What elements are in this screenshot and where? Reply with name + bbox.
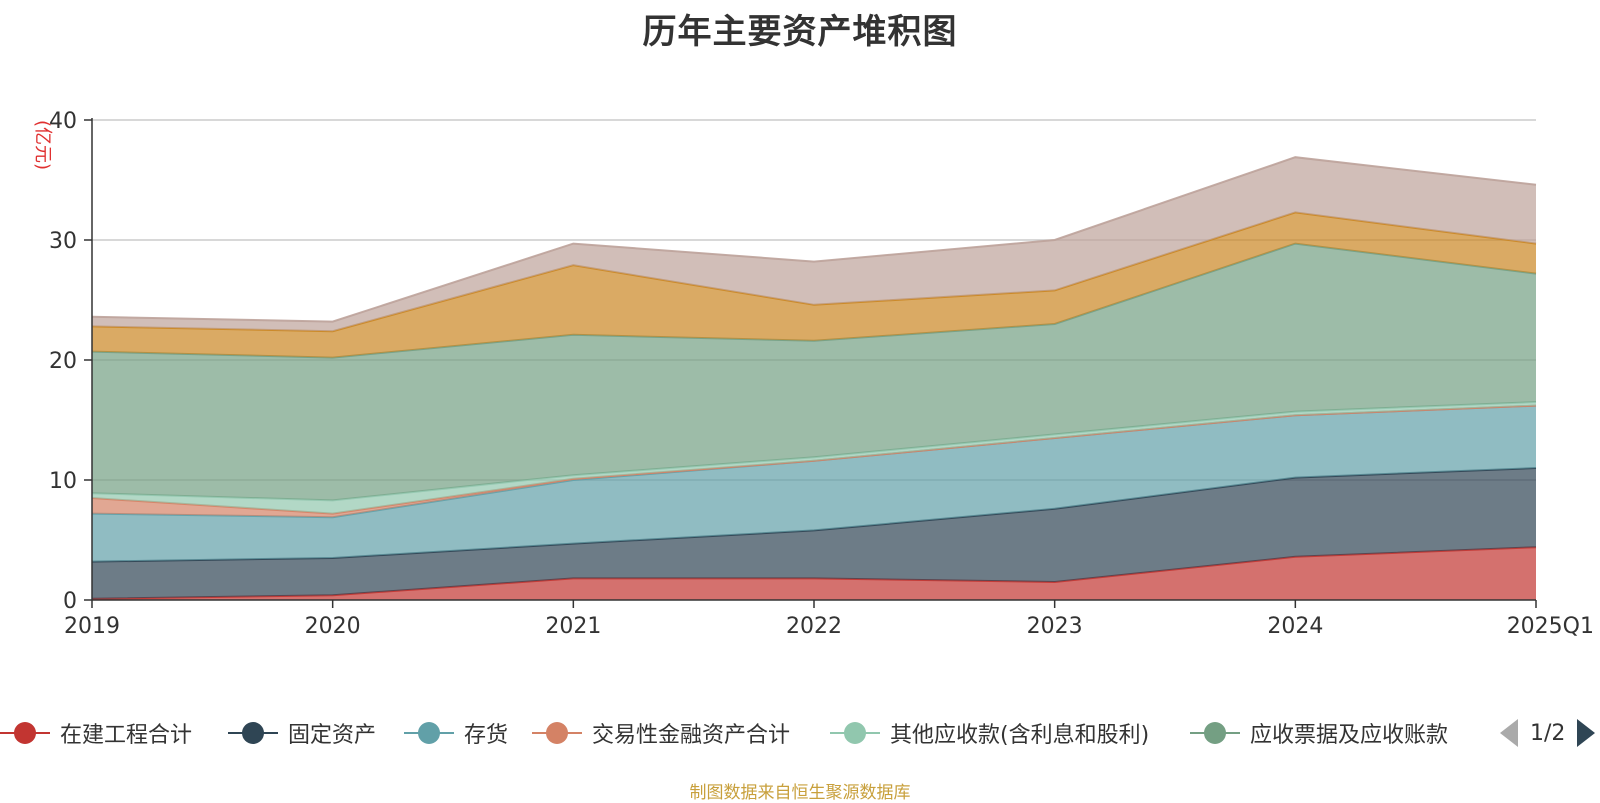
x-tick-label: 2020 xyxy=(305,614,361,639)
area-series-2 xyxy=(92,405,1536,562)
y-axis-unit-label: (亿元) xyxy=(32,120,53,170)
y-tick-label: 30 xyxy=(49,229,77,254)
y-tick-label: 20 xyxy=(49,349,77,374)
legend-item-0[interactable]: 在建工程合计 xyxy=(0,716,192,750)
legend-label: 存货 xyxy=(464,723,509,748)
legend-prev-page-icon[interactable] xyxy=(1500,719,1518,747)
axes: 0 10 20 30 40 2019 2020 2021 2022 2023 2024 2025Q1 xyxy=(49,109,1594,639)
legend-swatch-icon xyxy=(404,716,454,750)
area-series-1 xyxy=(92,468,1536,599)
x-tick-label: 2021 xyxy=(545,614,601,639)
legend-swatch-icon xyxy=(830,716,880,750)
legend-label: 应收票据及应收账款 xyxy=(1250,723,1449,748)
area-series-5 xyxy=(92,243,1536,501)
area-series-line-7 xyxy=(91,156,1537,323)
y-tick-label: 40 xyxy=(49,109,77,134)
y-tick-label: 0 xyxy=(63,589,77,614)
legend-page-indicator: 1/2 xyxy=(1530,720,1566,746)
legend-swatch-icon xyxy=(228,716,278,750)
x-tick-label: 2019 xyxy=(64,614,120,639)
x-tick-label: 2024 xyxy=(1267,614,1323,639)
legend-label: 固定资产 xyxy=(288,723,377,748)
x-tick-label: 2025Q1 xyxy=(1507,614,1594,639)
area-series-6 xyxy=(92,212,1536,358)
legend-swatch-icon xyxy=(1190,716,1240,750)
legend: 在建工程合计 固定资产 存货 交易性金融资产合计 其他应收款(含利息和股利) 应收票据及应… xyxy=(0,716,1600,750)
legend-item-3[interactable]: 交易性金融资产合计 xyxy=(532,716,790,750)
legend-label: 其他应收款(含利息和股利) xyxy=(890,723,1150,748)
y-tick-label: 10 xyxy=(49,469,77,494)
legend-label: 交易性金融资产合计 xyxy=(592,723,791,748)
legend-swatch-icon xyxy=(0,716,50,750)
area-series-layer xyxy=(91,156,1537,600)
area-series-0 xyxy=(92,547,1536,600)
legend-label: 在建工程合计 xyxy=(60,723,193,748)
legend-item-2[interactable]: 存货 xyxy=(404,716,508,750)
x-tick-label: 2023 xyxy=(1027,614,1083,639)
legend-item-5[interactable]: 应收票据及应收账款 xyxy=(1190,716,1448,750)
legend-swatch-icon xyxy=(532,716,582,750)
legend-next-page-icon[interactable] xyxy=(1577,719,1596,747)
x-tick-label: 2022 xyxy=(786,614,842,639)
chart-title: 历年主要资产堆积图 xyxy=(642,12,958,52)
data-source-note: 制图数据来自恒生聚源数据库 xyxy=(689,783,911,803)
legend-item-1[interactable]: 固定资产 xyxy=(228,716,376,750)
area-series-7 xyxy=(92,157,1536,332)
legend-pager: 1/2 xyxy=(1500,716,1596,750)
legend-item-4[interactable]: 其他应收款(含利息和股利) xyxy=(830,716,1149,750)
